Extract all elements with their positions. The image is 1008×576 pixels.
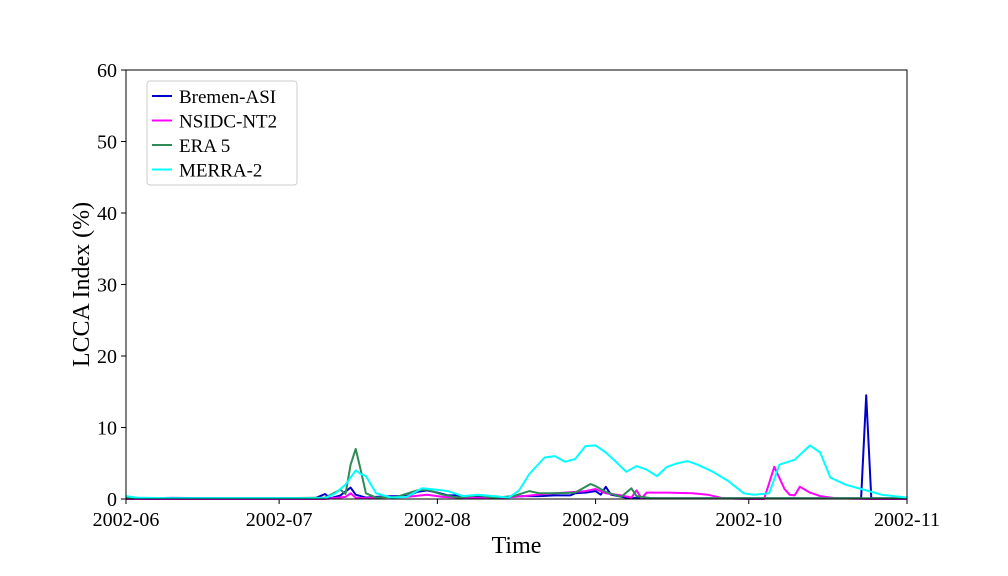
legend-label: MERRA-2 <box>179 161 262 182</box>
y-tick-label: 50 <box>97 132 117 154</box>
y-tick-label: 30 <box>97 275 117 297</box>
legend: Bremen-ASI NSIDC-NT2 ERA 5 MERRA-2 <box>146 80 298 186</box>
legend-label: ERA 5 <box>179 136 230 157</box>
y-tick-label: 40 <box>97 203 117 225</box>
y-tick-label: 0 <box>107 489 117 511</box>
y-tick-label: 60 <box>97 60 117 82</box>
y-axis: 0 10 20 30 40 50 60 <box>97 60 126 511</box>
x-tick-label: 2002-08 <box>404 509 471 531</box>
x-tick-label: 2002-10 <box>715 509 782 531</box>
y-tick-label: 10 <box>97 418 117 440</box>
legend-label: NSIDC-NT2 <box>179 112 277 133</box>
x-axis: 2002-06 2002-07 2002-08 2002-09 2002-10 2002-… <box>93 499 940 531</box>
series-layer <box>125 394 908 500</box>
y-tick-label: 20 <box>97 346 117 368</box>
x-axis-label: Time <box>492 533 542 559</box>
y-axis-label: LCCA Index (%) <box>69 202 95 367</box>
series-line-merra-2 <box>125 444 908 500</box>
legend-label: Bremen-ASI <box>179 87 276 108</box>
x-tick-label: 2002-09 <box>562 509 629 531</box>
x-tick-label: 2002-07 <box>246 509 313 531</box>
x-tick-label: 2002-06 <box>93 509 160 531</box>
legend-box <box>146 80 298 186</box>
x-tick-label: 2002-11 <box>874 509 940 531</box>
